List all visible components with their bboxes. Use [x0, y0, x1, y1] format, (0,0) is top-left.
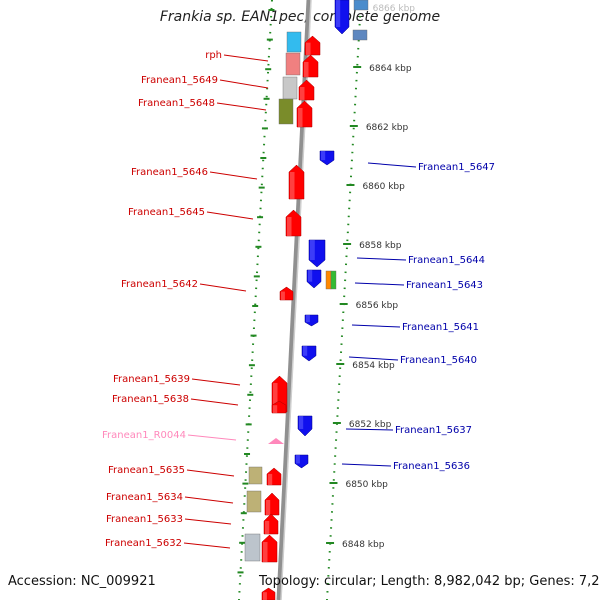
forward-gene-shade — [281, 291, 285, 300]
leader-line — [367, 162, 417, 168]
function-box — [286, 31, 302, 53]
leader-line — [223, 54, 269, 62]
right-gene-label: Franean1_5647 — [418, 162, 495, 173]
right-gene-label: Franean1_5641 — [402, 322, 479, 333]
gene-track — [244, 0, 369, 600]
leader-line — [356, 257, 407, 261]
scale-label: 6866 kbp — [373, 4, 416, 14]
scale-label: 6848 kbp — [342, 540, 385, 550]
scale-label: 6862 kbp — [366, 123, 409, 133]
leader-line — [351, 324, 401, 328]
left-gene-label: Franean1_5638 — [112, 394, 189, 405]
right-gene-label: Franean1_5644 — [408, 255, 485, 266]
forward-gene-shade — [298, 108, 303, 127]
gene-labels: rph Franean1_5649 Franean1_5648 Franean1_56… — [102, 50, 495, 549]
leader-line — [184, 518, 232, 525]
scale-label: 6856 kbp — [356, 301, 399, 311]
function-box — [353, 0, 369, 11]
function-box — [248, 466, 263, 485]
forward-gene-shade — [265, 521, 270, 534]
reverse-gene-shade — [308, 270, 313, 282]
leader-line — [187, 434, 237, 441]
leader-line — [345, 428, 394, 431]
right-gene-label: Franean1_5636 — [393, 461, 470, 472]
leader-line — [216, 102, 267, 111]
reverse-gene-shade — [310, 240, 315, 260]
leader-line — [184, 496, 234, 504]
left-gene-label: Franean1_5639 — [113, 374, 190, 385]
leader-line — [199, 283, 247, 292]
forward-gene-shade — [306, 42, 311, 55]
forward-gene-shade — [290, 172, 295, 199]
left-gene-label: Franean1_R0044 — [102, 430, 186, 441]
forward-gene-shade — [287, 217, 292, 236]
reverse-gene-shade — [303, 346, 308, 356]
leader-line — [206, 211, 254, 220]
leader-line — [183, 542, 231, 549]
reverse-gene-shade — [321, 151, 326, 161]
function-box — [282, 76, 298, 100]
forward-gene-shade — [273, 383, 278, 412]
function-box — [246, 490, 262, 513]
left-gene-label: Franean1_5646 — [131, 167, 208, 178]
left-gene-label: Franean1_5633 — [106, 514, 183, 525]
leader-line — [209, 171, 258, 180]
function-box — [285, 52, 301, 76]
left-gene-label: Franean1_5634 — [106, 492, 183, 503]
leader-line — [354, 282, 405, 286]
leader-line — [219, 79, 269, 89]
forward-gene-shade — [263, 592, 267, 600]
leader-line — [341, 463, 392, 467]
function-box — [244, 533, 261, 562]
scale-label: 6858 kbp — [359, 241, 402, 251]
leader-line — [190, 398, 239, 406]
left-gene-label: Franean1_5645 — [128, 207, 205, 218]
right-gene-label: Franean1_5640 — [400, 355, 477, 366]
right-gene-label: Franean1_5637 — [395, 425, 472, 436]
right-gene-label: Franean1_5643 — [406, 280, 483, 291]
leader-line — [186, 469, 235, 477]
function-box — [325, 270, 332, 290]
map-title: Frankia sp. EAN1pec, complete genome — [159, 9, 441, 25]
left-gene-label: Franean1_5649 — [141, 75, 218, 86]
forward-gene-shade — [300, 87, 305, 100]
forward-gene-shade — [263, 542, 268, 562]
scale-label: 6852 kbp — [349, 420, 392, 430]
reverse-gene-shade — [299, 416, 304, 429]
left-gene-label: rph — [205, 50, 222, 61]
scale-labels: 6866 kbp 6864 kbp 6862 kbp 6860 kbp 6858 kbp… — [342, 4, 415, 550]
left-gene-label: Franean1_5648 — [138, 98, 215, 109]
scale-label: 6854 kbp — [352, 361, 395, 371]
leader-line — [191, 378, 241, 386]
label-leader-lines — [183, 54, 417, 549]
leader-line — [348, 356, 399, 361]
topology-label: Topology: circular; Length: 8,982,042 bp… — [259, 574, 600, 589]
reverse-gene-shade — [306, 315, 310, 323]
rna-gene — [268, 438, 284, 444]
forward-gene-shade — [268, 473, 273, 485]
dotted-guides — [237, 0, 365, 600]
reverse-gene-shade — [336, 0, 341, 27]
function-box — [330, 270, 337, 290]
left-gene-label: Franean1_5632 — [105, 538, 182, 549]
left-gene-label: Franean1_5635 — [108, 465, 185, 476]
left-gene-label: Franean1_5642 — [121, 279, 198, 290]
function-box — [352, 29, 368, 41]
accession-label: Accession: NC_009921 — [8, 574, 156, 589]
forward-gene-shade — [304, 62, 309, 77]
forward-gene-shade — [273, 405, 278, 413]
reverse-gene-shade — [296, 455, 300, 464]
function-box — [278, 98, 294, 125]
forward-gene-shade — [266, 500, 271, 515]
scale-label: 6850 kbp — [345, 480, 388, 490]
scale-label: 6864 kbp — [369, 64, 412, 74]
right-dotted-guide — [326, 0, 362, 600]
scale-label: 6860 kbp — [362, 182, 405, 192]
